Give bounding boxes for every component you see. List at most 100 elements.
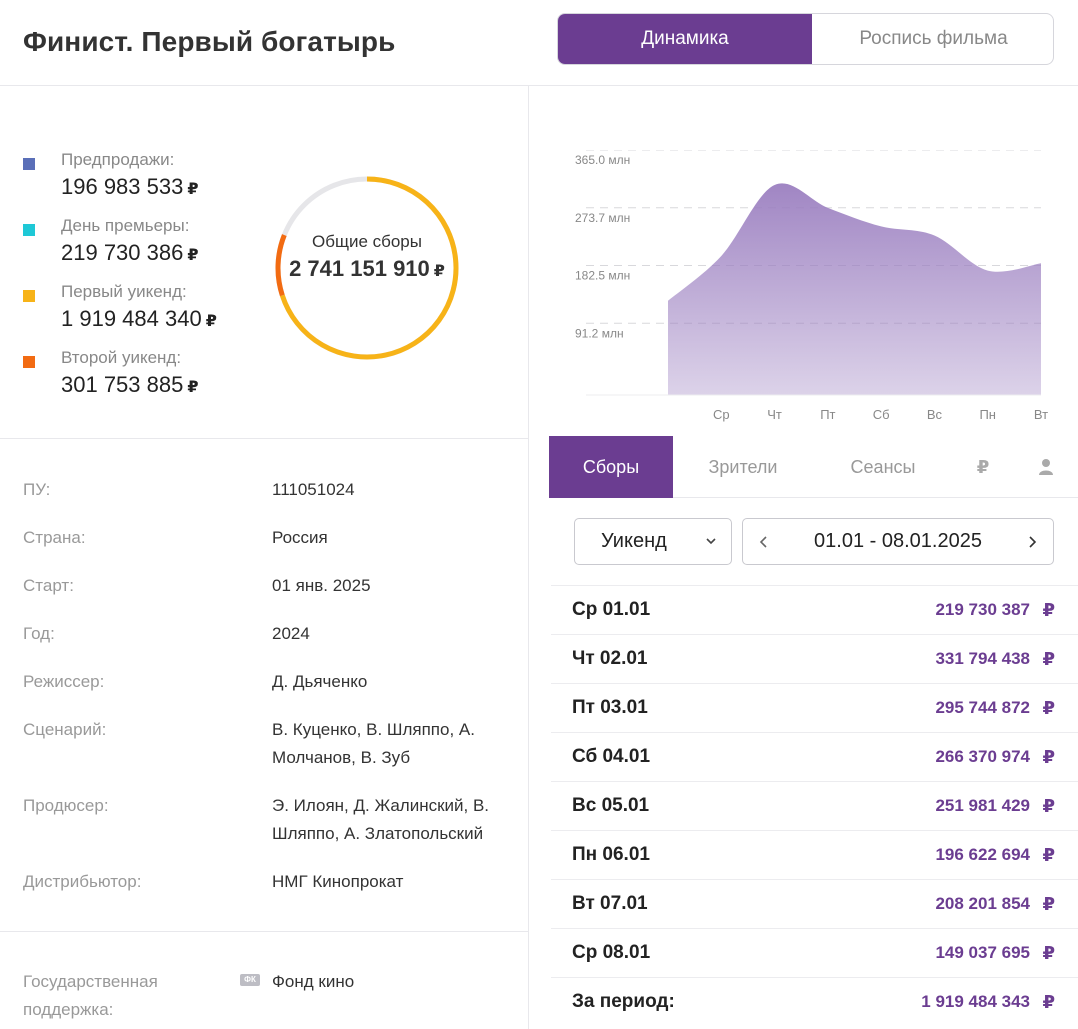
row-currency: ₽ <box>1042 747 1055 767</box>
tab-film-schedule[interactable]: Роспись фильма <box>859 28 1008 49</box>
row-value: 331 794 438 <box>935 649 1030 668</box>
info-value-support: Фонд кино <box>272 972 355 991</box>
section-divider <box>0 931 528 932</box>
row-value: 208 201 854 <box>935 894 1030 913</box>
tab-sessions[interactable]: Сеансы <box>850 456 916 477</box>
legend-value: 1 919 484 340 ₽ <box>61 306 217 331</box>
x-tick-label: Пн <box>979 407 996 422</box>
info-value-year: 2024 <box>272 624 310 643</box>
legend-label: Второй уикенд: <box>61 348 182 367</box>
x-tick-label: Сб <box>873 407 890 422</box>
row-date: Вс 05.01 <box>572 795 650 816</box>
info-label-script: Сценарий: <box>23 720 107 739</box>
info-value-start: 01 янв. 2025 <box>272 576 371 595</box>
row-date: Пн 06.01 <box>572 844 650 865</box>
row-currency: ₽ <box>1042 845 1055 865</box>
y-tick-label: 273.7 млн <box>575 211 630 225</box>
info-label-year: Год: <box>23 624 55 643</box>
table-row: Ср 01.01 219 730 387 ₽ <box>551 585 1078 634</box>
row-value: 219 730 387 <box>935 600 1030 619</box>
legend-value: 301 753 885 ₽ <box>61 372 199 397</box>
tab-sales[interactable]: Сборы <box>549 436 673 498</box>
table-total-row: За период: 1 919 484 343 ₽ <box>551 977 1078 1026</box>
daily-gross-area-chart: 91.2 млн 182.5 млн 273.7 млн 365.0 млн Ср Чт П… <box>575 150 1048 422</box>
table-row: Сб 04.01 266 370 974 ₽ <box>551 732 1078 781</box>
row-date: Чт 02.01 <box>572 648 648 669</box>
y-tick-label: 365.0 млн <box>575 153 630 167</box>
legend-swatch <box>23 356 35 368</box>
row-date: Сб 04.01 <box>572 746 651 767</box>
x-tick-label: Вт <box>1034 407 1048 422</box>
row-currency: ₽ <box>1042 649 1055 669</box>
legend-label: День премьеры: <box>61 216 190 235</box>
donut-total: 2 741 151 910 ₽ <box>289 256 445 281</box>
tab-dynamics[interactable]: Динамика <box>558 14 812 64</box>
row-value: 149 037 695 <box>935 943 1030 962</box>
info-value-director: Д. Дьяченко <box>272 672 368 691</box>
total-gross-donut-chart <box>275 176 459 360</box>
info-value-pu: 111051024 <box>272 480 355 499</box>
section-divider <box>0 438 528 439</box>
row-currency: ₽ <box>1042 992 1055 1012</box>
date-range-picker: 01.01 - 08.01.2025 <box>742 518 1054 565</box>
donut-label: Общие сборы <box>312 232 422 251</box>
area-series <box>668 183 1041 395</box>
row-date: Ср 08.01 <box>572 942 651 963</box>
chevron-left-icon[interactable] <box>755 533 773 551</box>
donut-segment-first-weekend <box>279 176 459 360</box>
table-row: Вс 05.01 251 981 429 ₽ <box>551 781 1078 830</box>
row-value: 295 744 872 <box>935 698 1030 717</box>
info-label-support: Государственная поддержка: <box>23 972 158 1019</box>
info-label-director: Режиссер: <box>23 672 105 691</box>
view-toggle: Динамика Роспись фильма <box>557 13 1054 65</box>
table-row: Ср 08.01 149 037 695 ₽ <box>551 928 1078 977</box>
date-range-text: 01.01 - 08.01.2025 <box>814 530 982 552</box>
page-title: Финист. Первый богатырь <box>23 26 396 57</box>
total-value: 1 919 484 343 <box>921 992 1030 1011</box>
column-divider <box>528 86 529 1029</box>
page-header: Финист. Первый богатырь Динамика Роспись… <box>0 0 1078 86</box>
fond-kino-logo-icon: ФК <box>240 974 260 986</box>
table-row: Пн 06.01 196 622 694 ₽ <box>551 830 1078 879</box>
y-tick-label: 182.5 млн <box>575 269 630 283</box>
legend-value: 196 983 533 ₽ <box>61 174 199 199</box>
chevron-down-icon <box>706 538 716 545</box>
info-value-script: В. Куценко, В. Шляппо, А. Молчанов, В. З… <box>272 720 475 767</box>
row-date: Вт 07.01 <box>572 893 648 914</box>
table-row: Вт 07.01 208 201 854 ₽ <box>551 879 1078 928</box>
row-date: Пт 03.01 <box>572 697 648 718</box>
table-row: Чт 02.01 331 794 438 ₽ <box>551 634 1078 683</box>
metric-tabs: Сборы Зрители Сеансы ₽ <box>549 436 1078 498</box>
person-icon[interactable] <box>1013 436 1078 498</box>
currency-rub-icon[interactable]: ₽ <box>976 456 990 477</box>
donut-segment-second-weekend <box>275 234 287 297</box>
row-currency: ₽ <box>1042 796 1055 816</box>
row-currency: ₽ <box>1042 600 1055 620</box>
info-value-distributor: НМГ Кинопрокат <box>272 872 404 891</box>
legend-value: 219 730 386 ₽ <box>61 240 199 265</box>
info-value-producer: Э. Илоян, Д. Жалинский, В. Шляппо, А. Зл… <box>272 796 490 843</box>
x-tick-label: Пт <box>820 407 835 422</box>
row-currency: ₽ <box>1042 894 1055 914</box>
legend-swatch <box>23 224 35 236</box>
x-tick-label: Чт <box>767 407 782 422</box>
row-currency: ₽ <box>1042 943 1055 963</box>
legend-label: Первый уикенд: <box>61 282 187 301</box>
info-label-country: Страна: <box>23 528 86 547</box>
row-value: 251 981 429 <box>935 796 1030 815</box>
total-label: За период: <box>572 991 675 1012</box>
info-label-start: Старт: <box>23 576 74 595</box>
info-label-pu: ПУ: <box>23 480 51 499</box>
row-value: 266 370 974 <box>935 747 1030 766</box>
legend-swatch <box>23 290 35 302</box>
info-label-distributor: Дистрибьютор: <box>23 872 142 891</box>
period-select[interactable]: Уикенд <box>574 518 732 565</box>
tab-viewers[interactable]: Зрители <box>708 456 778 477</box>
x-tick-label: Ср <box>713 407 730 422</box>
legend-swatch <box>23 158 35 170</box>
row-currency: ₽ <box>1042 698 1055 718</box>
chevron-right-icon[interactable] <box>1023 533 1041 551</box>
row-value: 196 622 694 <box>935 845 1030 864</box>
table-row: Пт 03.01 295 744 872 ₽ <box>551 683 1078 732</box>
person-icon-glyph <box>1038 459 1053 475</box>
